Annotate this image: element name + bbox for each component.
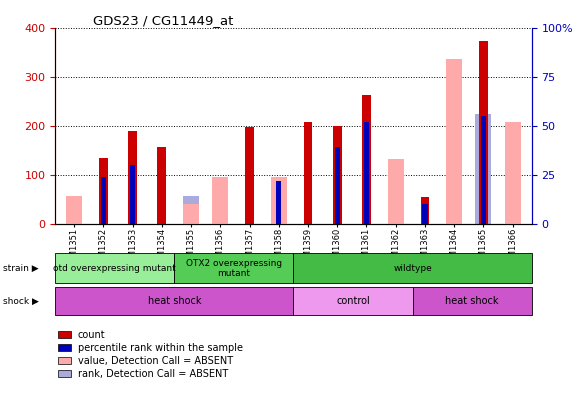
Text: control: control — [336, 296, 370, 306]
Bar — [304, 122, 313, 224]
Bar — [364, 122, 369, 224]
Text: wildtype: wildtype — [393, 264, 432, 273]
Bar — [183, 196, 199, 224]
Text: heat shock: heat shock — [445, 296, 499, 306]
Text: otd overexpressing mutant: otd overexpressing mutant — [53, 264, 176, 273]
Bar — [333, 126, 342, 224]
Text: value, Detection Call = ABSENT: value, Detection Call = ABSENT — [78, 356, 233, 366]
Bar — [422, 204, 428, 224]
Text: strain ▶: strain ▶ — [3, 264, 38, 273]
Bar — [335, 147, 340, 224]
Text: count: count — [78, 329, 106, 340]
Bar — [479, 42, 488, 224]
Bar — [212, 177, 228, 224]
Bar — [276, 181, 281, 224]
Bar — [130, 165, 135, 224]
Bar — [157, 147, 166, 224]
Bar — [128, 131, 137, 224]
Bar — [475, 114, 492, 224]
Bar — [183, 204, 199, 224]
Bar — [362, 95, 371, 224]
Bar — [66, 196, 83, 224]
Text: shock ▶: shock ▶ — [3, 297, 39, 305]
Bar — [66, 196, 83, 224]
Text: heat shock: heat shock — [148, 296, 201, 306]
Bar — [245, 127, 254, 224]
Text: OTX2 overexpressing
mutant: OTX2 overexpressing mutant — [186, 259, 282, 278]
Text: percentile rank within the sample: percentile rank within the sample — [78, 343, 243, 353]
Bar — [388, 159, 404, 224]
Bar — [271, 177, 287, 224]
Bar — [99, 158, 108, 224]
Bar — [421, 197, 429, 224]
Bar — [480, 116, 486, 224]
Bar — [504, 122, 521, 224]
Bar — [388, 177, 404, 224]
Text: rank, Detection Call = ABSENT: rank, Detection Call = ABSENT — [78, 369, 228, 379]
Bar — [446, 59, 462, 224]
Bar — [101, 177, 106, 224]
Text: GDS23 / CG11449_at: GDS23 / CG11449_at — [94, 13, 234, 27]
